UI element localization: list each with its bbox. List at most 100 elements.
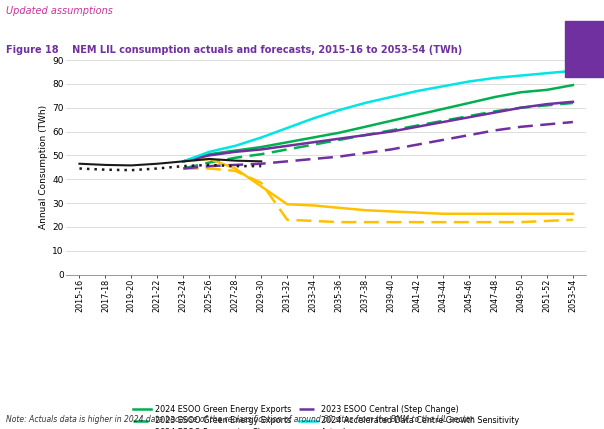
2023 ESOO Central (Step Change) xyxy=(544,122,551,127)
Line: 2023 ESOO Green Energy Exports: 2023 ESOO Green Energy Exports xyxy=(184,103,573,169)
2024 ESOO Progressive Change xyxy=(336,205,343,210)
2023 ESOO Central (Step Change) xyxy=(336,154,343,159)
2024 ESOO Green Energy Exports xyxy=(466,100,473,106)
Y-axis label: Annual Consumption (TWh): Annual Consumption (TWh) xyxy=(39,105,48,230)
Actuals (2023 ESOO) xyxy=(232,163,239,169)
2024 ESOO Green Energy Exports xyxy=(232,148,239,153)
2023 ESOO Progressive Change xyxy=(205,166,213,171)
Actuals xyxy=(76,161,83,166)
2024 ESOO Green Energy Exports xyxy=(440,106,447,112)
2023 ESOO Green Energy Exports xyxy=(232,155,239,160)
2024 ESOO Progressive Change xyxy=(440,211,447,216)
Line: Actuals (2023 ESOO): Actuals (2023 ESOO) xyxy=(80,165,262,170)
2024 Accelerated Data Centre Growth Sensitivity xyxy=(232,143,239,148)
2024 ESOO Central (Step Change) xyxy=(440,119,447,124)
2024 ESOO Green Energy Exports xyxy=(205,151,213,157)
2024 ESOO Central (Step Change) xyxy=(180,159,187,164)
2023 ESOO Green Energy Exports xyxy=(180,166,187,171)
2024 ESOO Central (Step Change) xyxy=(517,105,524,110)
2023 ESOO Green Energy Exports xyxy=(258,151,265,157)
2023 ESOO Progressive Change xyxy=(492,220,499,225)
2024 ESOO Central (Step Change) xyxy=(284,143,291,148)
2024 Accelerated Data Centre Growth Sensitivity xyxy=(544,71,551,76)
2024 ESOO Green Energy Exports xyxy=(517,90,524,95)
2023 ESOO Progressive Change xyxy=(180,166,187,171)
2024 ESOO Central (Step Change) xyxy=(336,136,343,141)
2023 ESOO Green Energy Exports xyxy=(361,133,368,138)
2024 ESOO Green Energy Exports xyxy=(284,140,291,145)
2024 ESOO Green Energy Exports xyxy=(388,118,395,124)
2023 ESOO Progressive Change xyxy=(361,220,368,225)
2024 ESOO Progressive Change xyxy=(232,166,239,171)
2024 ESOO Progressive Change xyxy=(570,211,577,216)
2023 ESOO Central (Step Change) xyxy=(414,142,421,147)
2024 Accelerated Data Centre Growth Sensitivity xyxy=(570,68,577,73)
Text: Figure 18    NEM LIL consumption actuals and forecasts, 2015-16 to 2053-54 (TWh): Figure 18 NEM LIL consumption actuals an… xyxy=(6,45,462,55)
Actuals xyxy=(232,158,239,163)
2023 ESOO Central (Step Change) xyxy=(466,133,473,138)
2024 Accelerated Data Centre Growth Sensitivity xyxy=(466,79,473,84)
2024 ESOO Central (Step Change) xyxy=(232,149,239,154)
Legend: 2024 ESOO Green Energy Exports, 2023 ESOO Green Energy Exports, 2024 ESOO Progre: 2024 ESOO Green Energy Exports, 2023 ESO… xyxy=(132,403,521,429)
Text: Updated assumptions: Updated assumptions xyxy=(6,6,113,16)
2023 ESOO Green Energy Exports xyxy=(388,128,395,133)
2024 ESOO Progressive Change xyxy=(466,211,473,216)
2023 ESOO Central (Step Change) xyxy=(440,137,447,142)
2023 ESOO Green Energy Exports xyxy=(284,147,291,152)
2023 ESOO Progressive Change xyxy=(544,218,551,224)
2024 ESOO Green Energy Exports xyxy=(310,135,317,140)
2023 ESOO Progressive Change xyxy=(310,218,317,224)
2023 ESOO Progressive Change xyxy=(336,220,343,225)
2024 Accelerated Data Centre Growth Sensitivity xyxy=(492,76,499,81)
2024 ESOO Green Energy Exports xyxy=(336,130,343,135)
Actuals xyxy=(101,162,109,167)
2024 ESOO Central (Step Change) xyxy=(205,153,213,158)
Actuals (2023 ESOO) xyxy=(153,166,161,171)
2023 ESOO Green Energy Exports xyxy=(544,103,551,108)
2023 ESOO Progressive Change xyxy=(284,217,291,222)
2024 ESOO Progressive Change xyxy=(361,208,368,213)
2024 Accelerated Data Centre Growth Sensitivity xyxy=(414,88,421,94)
2024 Accelerated Data Centre Growth Sensitivity xyxy=(284,125,291,130)
2024 Accelerated Data Centre Growth Sensitivity xyxy=(180,159,187,164)
2023 ESOO Green Energy Exports xyxy=(440,118,447,124)
Actuals xyxy=(205,157,213,162)
Line: 2023 ESOO Progressive Change: 2023 ESOO Progressive Change xyxy=(184,169,573,222)
2023 ESOO Central (Step Change) xyxy=(232,162,239,167)
2023 ESOO Central (Step Change) xyxy=(258,161,265,166)
2024 ESOO Green Energy Exports xyxy=(492,94,499,100)
2024 ESOO Progressive Change xyxy=(310,203,317,208)
2023 ESOO Central (Step Change) xyxy=(180,166,187,171)
2024 ESOO Central (Step Change) xyxy=(466,115,473,120)
2023 ESOO Central (Step Change) xyxy=(570,119,577,124)
Actuals (2023 ESOO) xyxy=(258,163,265,169)
Line: 2024 ESOO Central (Step Change): 2024 ESOO Central (Step Change) xyxy=(184,102,573,161)
2024 ESOO Central (Step Change) xyxy=(361,133,368,138)
Actuals (2023 ESOO) xyxy=(76,166,83,171)
2024 ESOO Central (Step Change) xyxy=(492,110,499,115)
2024 ESOO Green Energy Exports xyxy=(414,112,421,118)
2024 ESOO Central (Step Change) xyxy=(310,140,317,145)
2023 ESOO Progressive Change xyxy=(388,220,395,225)
2024 ESOO Progressive Change xyxy=(180,159,187,164)
2024 ESOO Green Energy Exports xyxy=(544,87,551,92)
2023 ESOO Progressive Change xyxy=(570,217,577,222)
2024 ESOO Central (Step Change) xyxy=(544,102,551,107)
Line: 2024 ESOO Green Energy Exports: 2024 ESOO Green Energy Exports xyxy=(184,85,573,161)
2024 Accelerated Data Centre Growth Sensitivity xyxy=(517,73,524,78)
2024 ESOO Green Energy Exports xyxy=(258,145,265,150)
2024 ESOO Progressive Change xyxy=(205,157,213,162)
2023 ESOO Central (Step Change) xyxy=(517,124,524,130)
2023 ESOO Green Energy Exports xyxy=(517,105,524,110)
2023 ESOO Progressive Change xyxy=(258,180,265,185)
2024 ESOO Progressive Change xyxy=(284,202,291,207)
Line: 2023 ESOO Central (Step Change): 2023 ESOO Central (Step Change) xyxy=(184,122,573,169)
2024 ESOO Green Energy Exports xyxy=(361,124,368,130)
2023 ESOO Progressive Change xyxy=(517,220,524,225)
2023 ESOO Green Energy Exports xyxy=(570,100,577,106)
2024 ESOO Progressive Change xyxy=(517,211,524,216)
Line: 2024 Accelerated Data Centre Growth Sensitivity: 2024 Accelerated Data Centre Growth Sens… xyxy=(184,71,573,161)
2024 Accelerated Data Centre Growth Sensitivity xyxy=(336,108,343,113)
Actuals xyxy=(180,159,187,164)
Actuals (2023 ESOO) xyxy=(101,167,109,172)
